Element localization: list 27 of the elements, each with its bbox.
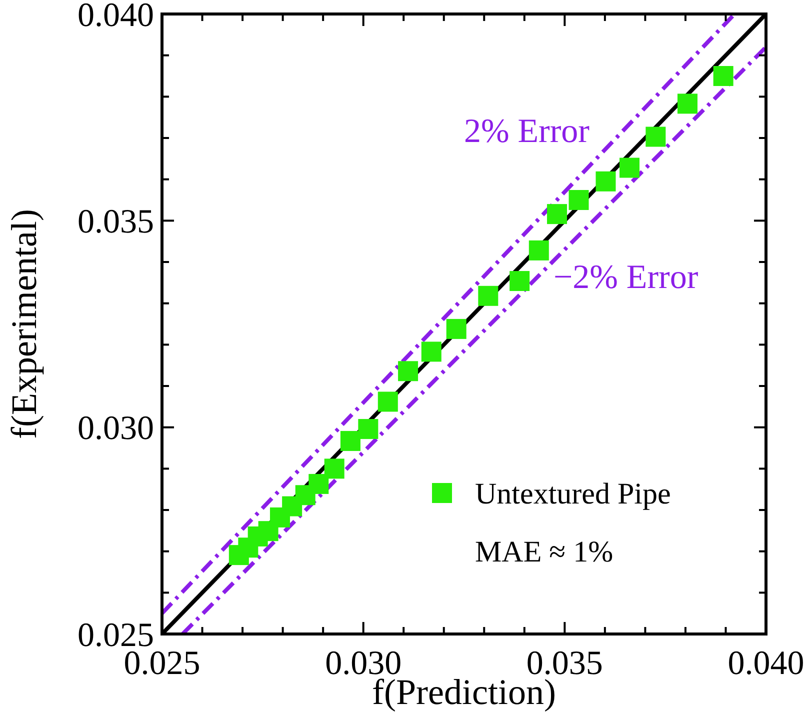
- point: [478, 286, 498, 306]
- series-label: −2% Error: [553, 258, 699, 296]
- point: [398, 361, 418, 382]
- point: [646, 126, 666, 147]
- point: [568, 190, 589, 210]
- point: [446, 318, 466, 339]
- x-tick-label: 0.040: [728, 645, 804, 682]
- point: [324, 458, 344, 479]
- y-tick-label: 0.030: [78, 410, 154, 448]
- annotation: MAE ≈ 1%: [475, 536, 614, 568]
- y-tick-label: 0.040: [78, 0, 154, 34]
- y-axis-title: f(Experimental): [4, 209, 44, 439]
- point: [358, 418, 378, 439]
- point: [619, 158, 640, 178]
- point: [510, 271, 530, 292]
- point: [308, 474, 329, 494]
- y-tick-label: 0.035: [78, 204, 154, 241]
- point: [340, 430, 360, 451]
- point: [547, 204, 568, 224]
- point: [528, 240, 549, 260]
- legend-label: Untextured Pipe: [475, 478, 671, 510]
- point: [677, 94, 698, 114]
- point: [421, 342, 442, 362]
- point: [713, 66, 734, 86]
- point: [378, 392, 398, 412]
- point: [596, 171, 616, 192]
- series-label: 2% Error: [464, 113, 590, 150]
